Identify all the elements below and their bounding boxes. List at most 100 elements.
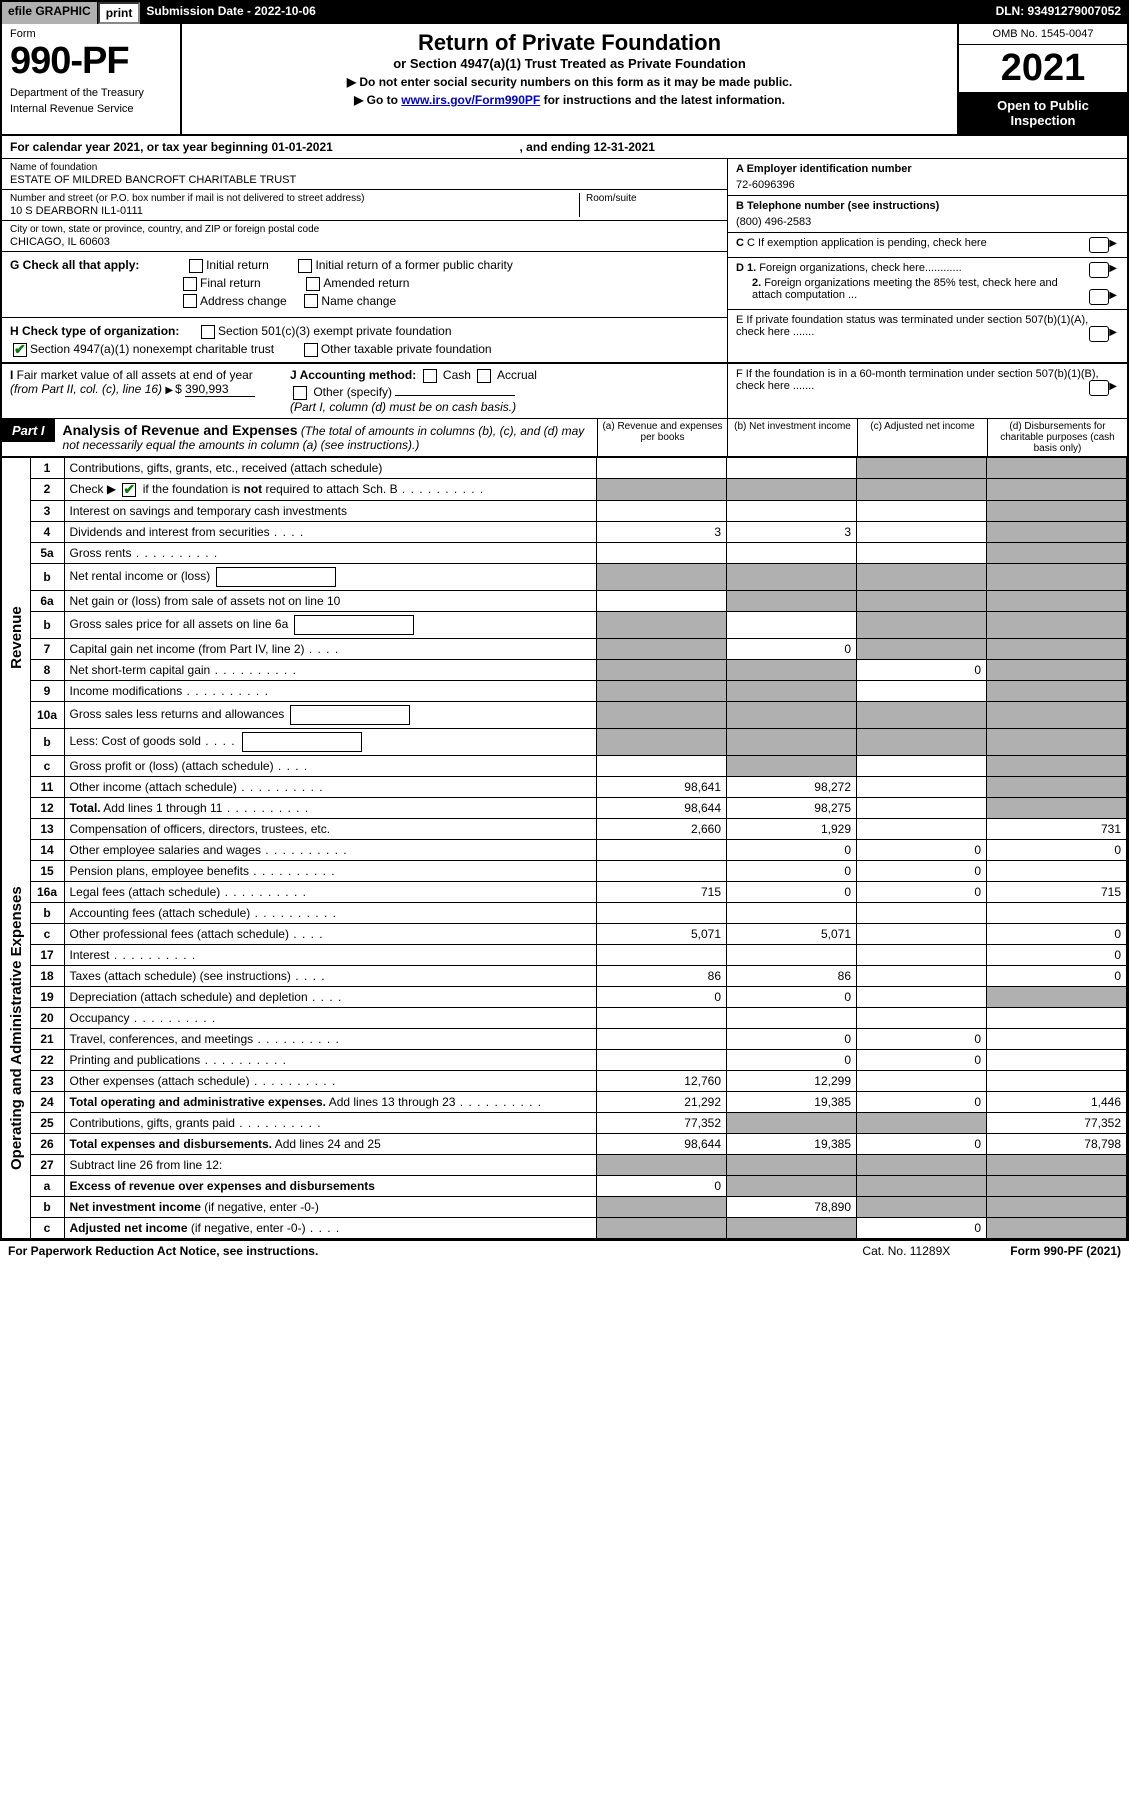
amt-cell <box>857 944 987 965</box>
amt-cell <box>727 590 857 611</box>
amt-cell: 0 <box>727 1049 857 1070</box>
tax-year: 2021 <box>959 45 1127 92</box>
line-desc: Accounting fees (attach schedule) <box>64 902 597 923</box>
table-row: 22Printing and publications00 <box>2 1049 1127 1070</box>
amt-cell <box>987 1070 1127 1091</box>
amt-cell <box>727 478 857 500</box>
table-row: 24Total operating and administrative exp… <box>2 1091 1127 1112</box>
f-chk[interactable] <box>1089 380 1109 396</box>
amt-cell <box>987 1196 1127 1217</box>
4947a1-chk[interactable] <box>13 343 27 357</box>
table-row: 15Pension plans, employee benefits00 <box>2 860 1127 881</box>
line-no: 10a <box>30 701 64 728</box>
line-no: 26 <box>30 1133 64 1154</box>
initial-public-chk[interactable] <box>298 259 312 273</box>
line-no: 8 <box>30 659 64 680</box>
amt-cell: 0 <box>597 986 727 1007</box>
calendar-year: For calendar year 2021, or tax year begi… <box>2 136 1127 159</box>
line-no: 19 <box>30 986 64 1007</box>
footer-left: For Paperwork Reduction Act Notice, see … <box>8 1244 318 1258</box>
amt-cell: 0 <box>857 1091 987 1112</box>
d1-chk[interactable] <box>1089 262 1109 278</box>
amt-cell: 0 <box>987 944 1127 965</box>
amt-cell <box>597 680 727 701</box>
amt-cell: 98,641 <box>597 776 727 797</box>
initial-return-chk[interactable] <box>189 259 203 273</box>
line-no: 3 <box>30 500 64 521</box>
amt-cell <box>857 728 987 755</box>
line-desc: Interest on savings and temporary cash i… <box>64 500 597 521</box>
line-desc: Depreciation (attach schedule) and deple… <box>64 986 597 1007</box>
amt-cell <box>727 542 857 563</box>
e-chk[interactable] <box>1089 326 1109 342</box>
amt-cell: 0 <box>857 1133 987 1154</box>
amt-cell <box>857 521 987 542</box>
other-method-chk[interactable] <box>293 386 307 400</box>
amt-cell: 0 <box>987 965 1127 986</box>
amt-cell <box>987 860 1127 881</box>
dln: DLN: 93491279007052 <box>990 2 1127 24</box>
amt-cell <box>727 457 857 478</box>
amt-cell: 0 <box>727 986 857 1007</box>
amt-cell: 0 <box>727 839 857 860</box>
amt-cell: 12,760 <box>597 1070 727 1091</box>
amt-cell: 0 <box>727 860 857 881</box>
amt-cell <box>987 728 1127 755</box>
amt-cell <box>727 563 857 590</box>
line-desc: Other employee salaries and wages <box>64 839 597 860</box>
amt-cell <box>987 521 1127 542</box>
table-row: 12Total. Add lines 1 through 1198,64498,… <box>2 797 1127 818</box>
amt-cell <box>857 1007 987 1028</box>
name-change-chk[interactable] <box>304 294 318 308</box>
line-desc: Total. Add lines 1 through 11 <box>64 797 597 818</box>
amt-cell <box>597 728 727 755</box>
cash-chk[interactable] <box>423 369 437 383</box>
instructions-link[interactable]: www.irs.gov/Form990PF <box>401 93 540 107</box>
c-chk[interactable] <box>1089 237 1109 253</box>
d2-chk[interactable] <box>1089 289 1109 305</box>
amended-return-chk[interactable] <box>306 277 320 291</box>
amt-cell <box>857 563 987 590</box>
line-no: b <box>30 902 64 923</box>
line-desc: Total expenses and disbursements. Add li… <box>64 1133 597 1154</box>
amt-cell <box>597 902 727 923</box>
room-cell: Room/suite <box>579 193 719 217</box>
amt-cell: 731 <box>987 818 1127 839</box>
accrual-chk[interactable] <box>477 369 491 383</box>
501c3-chk[interactable] <box>201 325 215 339</box>
amt-cell <box>987 986 1127 1007</box>
line-no: 18 <box>30 965 64 986</box>
ein-cell: A Employer identification number 72-6096… <box>728 159 1127 196</box>
dept: Department of the Treasury <box>10 87 172 99</box>
table-row: 2Check ▶ if the foundation is not requir… <box>2 478 1127 500</box>
line-desc: Other expenses (attach schedule) <box>64 1070 597 1091</box>
amt-cell <box>987 680 1127 701</box>
line-no: 9 <box>30 680 64 701</box>
print-button[interactable]: print <box>98 2 141 24</box>
amt-cell <box>727 701 857 728</box>
amt-cell <box>857 1112 987 1133</box>
form-title: Return of Private Foundation <box>190 30 949 56</box>
amt-cell <box>727 680 857 701</box>
i-cell: I Fair market value of all assets at end… <box>2 364 727 418</box>
line-desc: Gross sales price for all assets on line… <box>64 611 597 638</box>
amt-cell <box>597 860 727 881</box>
final-return-chk[interactable] <box>183 277 197 291</box>
line-no: 12 <box>30 797 64 818</box>
amt-cell <box>987 1049 1127 1070</box>
amt-cell <box>987 1028 1127 1049</box>
amt-cell <box>987 611 1127 638</box>
address-change-chk[interactable] <box>183 294 197 308</box>
ij-row: I Fair market value of all assets at end… <box>2 364 1127 419</box>
amt-cell: 77,352 <box>597 1112 727 1133</box>
amt-cell <box>727 728 857 755</box>
table-row: 18Taxes (attach schedule) (see instructi… <box>2 965 1127 986</box>
amt-cell: 19,385 <box>727 1133 857 1154</box>
table-row: 25Contributions, gifts, grants paid77,35… <box>2 1112 1127 1133</box>
irs: Internal Revenue Service <box>10 103 172 115</box>
amt-cell <box>597 1196 727 1217</box>
other-taxable-chk[interactable] <box>304 343 318 357</box>
header: Form 990-PF Department of the Treasury I… <box>2 24 1127 136</box>
line-no: 24 <box>30 1091 64 1112</box>
table-row: 6aNet gain or (loss) from sale of assets… <box>2 590 1127 611</box>
